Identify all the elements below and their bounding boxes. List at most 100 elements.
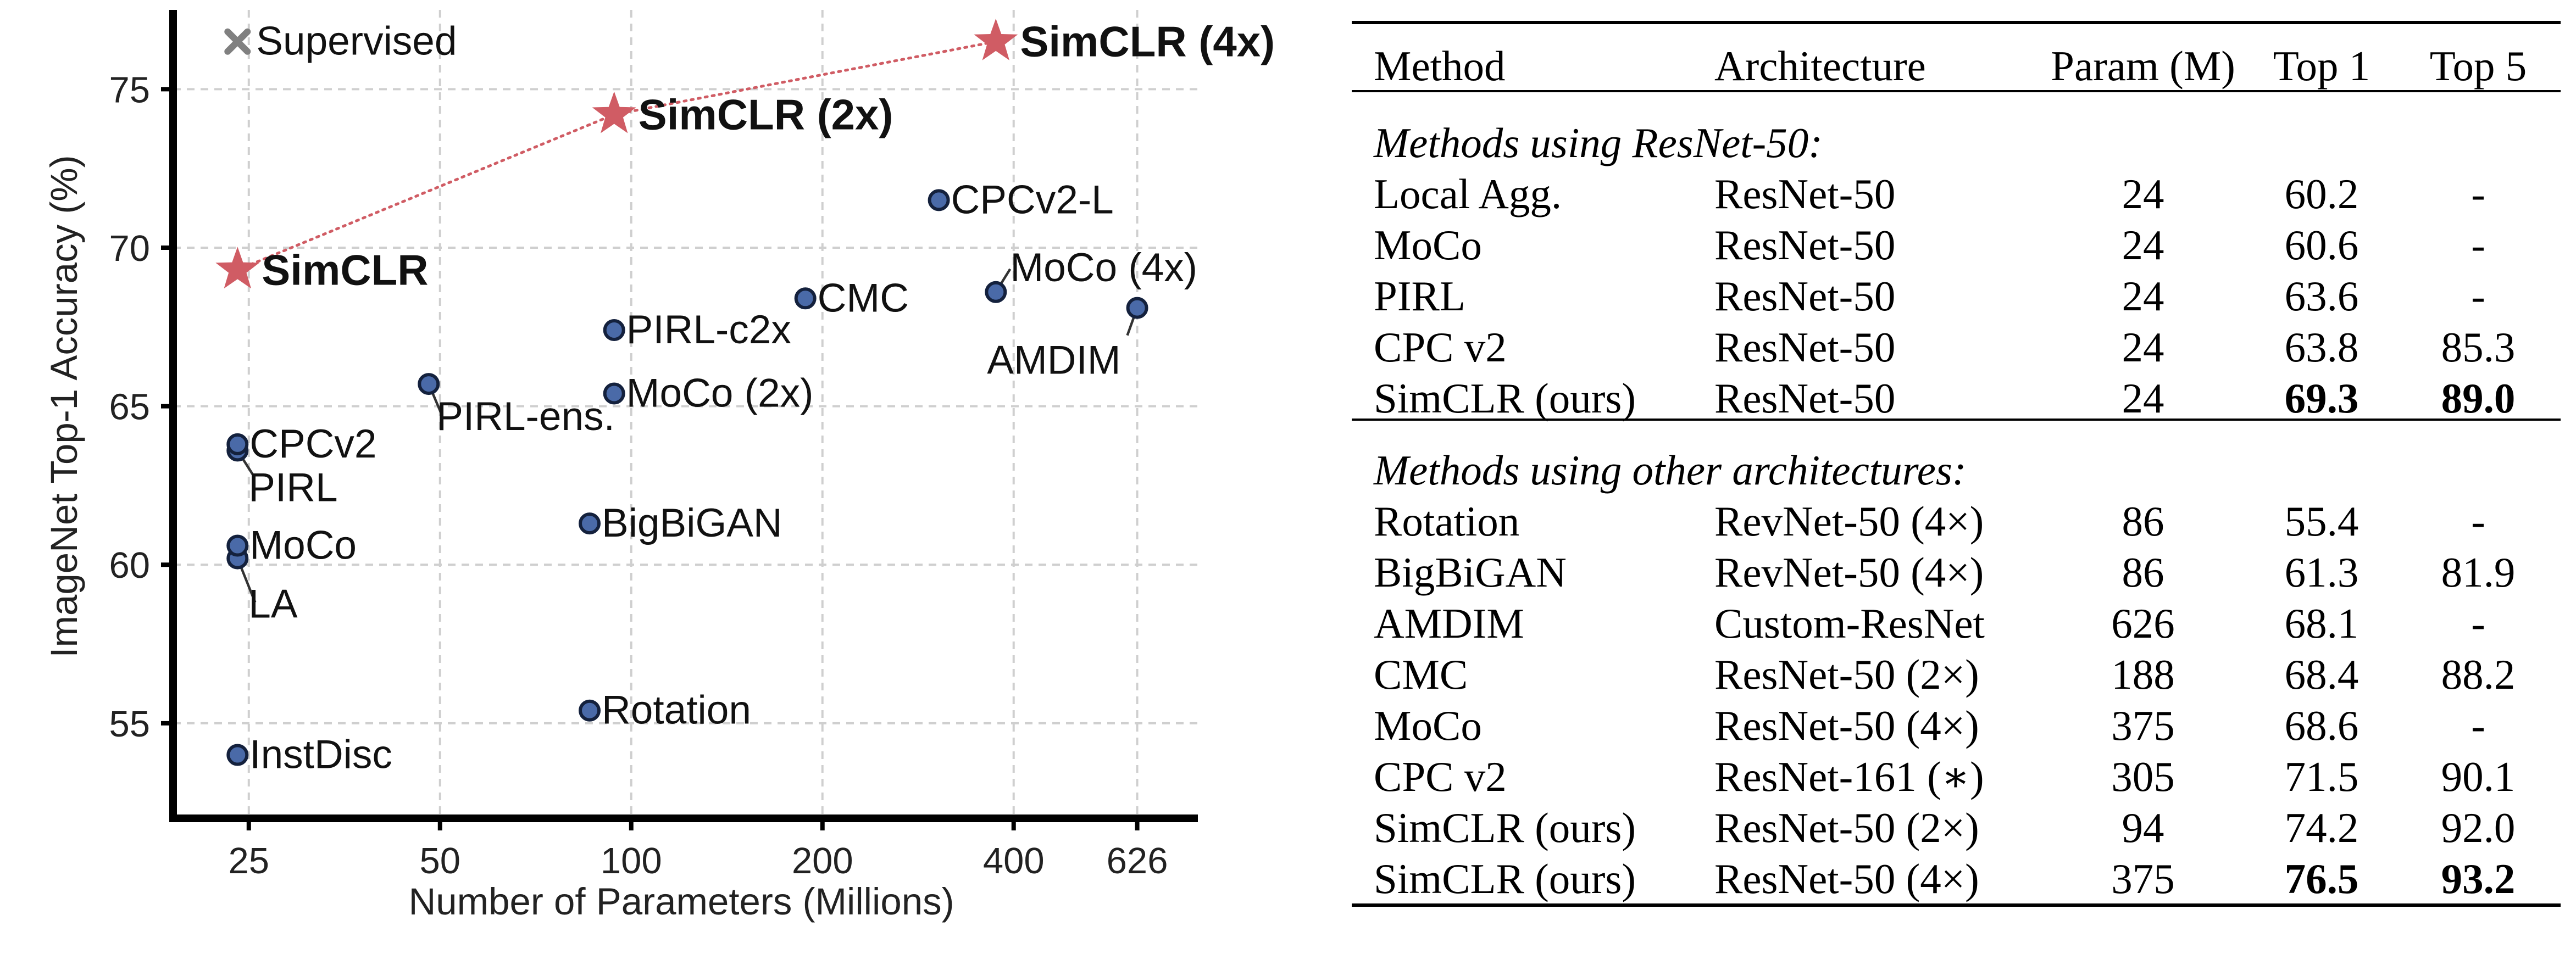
table-cell-param: 24: [2122, 375, 2164, 422]
y-axis-label: ImageNet Top-1 Accuracy (%): [43, 155, 85, 657]
table-cell-method: BigBiGAN: [1374, 549, 1567, 596]
table-cell-top1: 63.8: [2284, 323, 2359, 371]
y-tick-label: 70: [109, 228, 150, 269]
simclr-label: SimCLR (2x): [639, 90, 893, 138]
table-cell-arch: ResNet-50: [1714, 272, 1896, 320]
y-tick-label: 75: [109, 69, 150, 110]
table-cell-method: CPC v2: [1374, 753, 1507, 800]
table-bottom-rule: [1352, 903, 2561, 907]
table-cell-method: CPC v2: [1374, 323, 1507, 371]
column-header: Architecture: [1714, 42, 1926, 90]
table-cell-method: Local Agg.: [1374, 170, 1562, 217]
header-rule: [1352, 90, 2561, 92]
table-cell-top5: 85.3: [2441, 323, 2516, 371]
table-cell-method: SimCLR (ours): [1374, 855, 1636, 902]
table-cell-top1: 60.6: [2284, 221, 2359, 269]
simclr-trend-line: [236, 40, 997, 271]
table-cell-param: 626: [2111, 600, 2175, 647]
point-label: PIRL: [248, 465, 337, 510]
point-label: MoCo (4x): [1010, 246, 1197, 290]
data-point: [226, 534, 249, 557]
table-cell-arch: ResNet-50: [1714, 323, 1896, 371]
table-cell-top5: -: [2471, 170, 2485, 217]
point-label: InstDisc: [249, 733, 392, 777]
table-cell-arch: ResNet-50 (2×): [1714, 804, 1979, 851]
table-cell-arch: ResNet-50 (4×): [1714, 702, 1979, 749]
point-label: PIRL-c2x: [626, 308, 791, 352]
x-tick-label: 25: [229, 840, 270, 882]
section-title: Methods using other architectures:: [1374, 447, 1967, 494]
simclr-star-marker: [215, 247, 260, 289]
table-cell-method: MoCo: [1374, 702, 1482, 749]
table-cell-top5: -: [2471, 600, 2485, 647]
simclr-star-marker: [592, 91, 636, 133]
data-point: [579, 512, 601, 535]
table-cell-top1: 61.3: [2284, 549, 2359, 596]
x-tick-label: 626: [1107, 840, 1168, 882]
point-label: MoCo: [249, 523, 357, 568]
x-tick-label: 50: [419, 840, 460, 882]
data-point: [928, 189, 950, 211]
data-point: [985, 281, 1007, 303]
table-cell-top1: 55.4: [2284, 498, 2359, 545]
data-point: [603, 382, 625, 405]
table-cell-arch: Custom-ResNet: [1714, 600, 1985, 647]
table-top-rule: [1352, 21, 2561, 24]
table-cell-param: 86: [2122, 498, 2164, 545]
table-cell-top5: -: [2471, 702, 2485, 749]
point-label: LA: [248, 582, 298, 627]
column-header: Top 5: [2429, 42, 2527, 90]
table-cell-top5: 81.9: [2441, 549, 2516, 596]
point-label: PIRL-ens.: [436, 394, 615, 439]
data-point: [226, 433, 249, 455]
table-cell-arch: RevNet-50 (4×): [1714, 498, 1984, 545]
point-label: CPCv2: [249, 422, 376, 466]
data-point: [418, 373, 440, 395]
table-cell-param: 24: [2122, 170, 2164, 217]
simclr-label: SimCLR (4x): [1020, 18, 1275, 66]
table-cell-method: SimCLR (ours): [1374, 804, 1636, 851]
data-point: [226, 744, 249, 766]
supervised-legend-label: Supervised: [256, 19, 457, 64]
table-cell-top1: 63.6: [2284, 272, 2359, 320]
x-axis-label: Number of Parameters (Millions): [408, 880, 954, 923]
section-title: Methods using ResNet-50:: [1374, 119, 1823, 166]
table-cell-top5: 92.0: [2441, 804, 2516, 851]
table-cell-method: AMDIM: [1374, 600, 1524, 647]
y-tick-label: 65: [109, 387, 150, 428]
accuracy-vs-params-chart: 25 50 100 200 400 626 55 60 65 70 75 Supervised Ins…: [43, 10, 1275, 923]
table-cell-arch: ResNet-50: [1714, 170, 1896, 217]
column-header: Top 1: [2273, 42, 2370, 90]
table-cell-method: CMC: [1374, 651, 1468, 698]
table-cell-param: 86: [2122, 549, 2164, 596]
table-cell-arch: RevNet-50 (4×): [1714, 549, 1984, 596]
simclr-label: SimCLR: [262, 246, 428, 294]
table-cell-arch: ResNet-50 (4×): [1714, 855, 1979, 902]
table-cell-param: 188: [2111, 651, 2175, 698]
point-label: CMC: [818, 276, 909, 320]
point-label: MoCo (2x): [626, 371, 814, 415]
table-cell-top5: 90.1: [2441, 753, 2516, 800]
table-cell-param: 375: [2111, 855, 2175, 902]
table-cell-param: 375: [2111, 702, 2175, 749]
table-cell-method: Rotation: [1374, 498, 1520, 545]
section-rule: [1352, 419, 2561, 421]
table-cell-param: 24: [2122, 272, 2164, 320]
table-cell-top5: 93.2: [2441, 855, 2516, 902]
table-cell-top1: 74.2: [2284, 804, 2359, 851]
table-cell-param: 305: [2111, 753, 2175, 800]
table-cell-top1: 71.5: [2284, 753, 2359, 800]
data-point: [1126, 297, 1148, 319]
table-cell-top5: 89.0: [2441, 375, 2516, 422]
table-cell-param: 24: [2122, 221, 2164, 269]
simclr-star-marker: [974, 18, 1018, 60]
data-point: [603, 319, 625, 342]
table-cell-top5: -: [2471, 498, 2485, 545]
table-cell-arch: ResNet-50: [1714, 375, 1896, 422]
column-header: Method: [1374, 42, 1506, 90]
grid-layer: [173, 10, 1198, 818]
x-tick-label: 400: [983, 840, 1045, 882]
table-cell-arch: ResNet-50: [1714, 221, 1896, 269]
table-cell-param: 24: [2122, 323, 2164, 371]
